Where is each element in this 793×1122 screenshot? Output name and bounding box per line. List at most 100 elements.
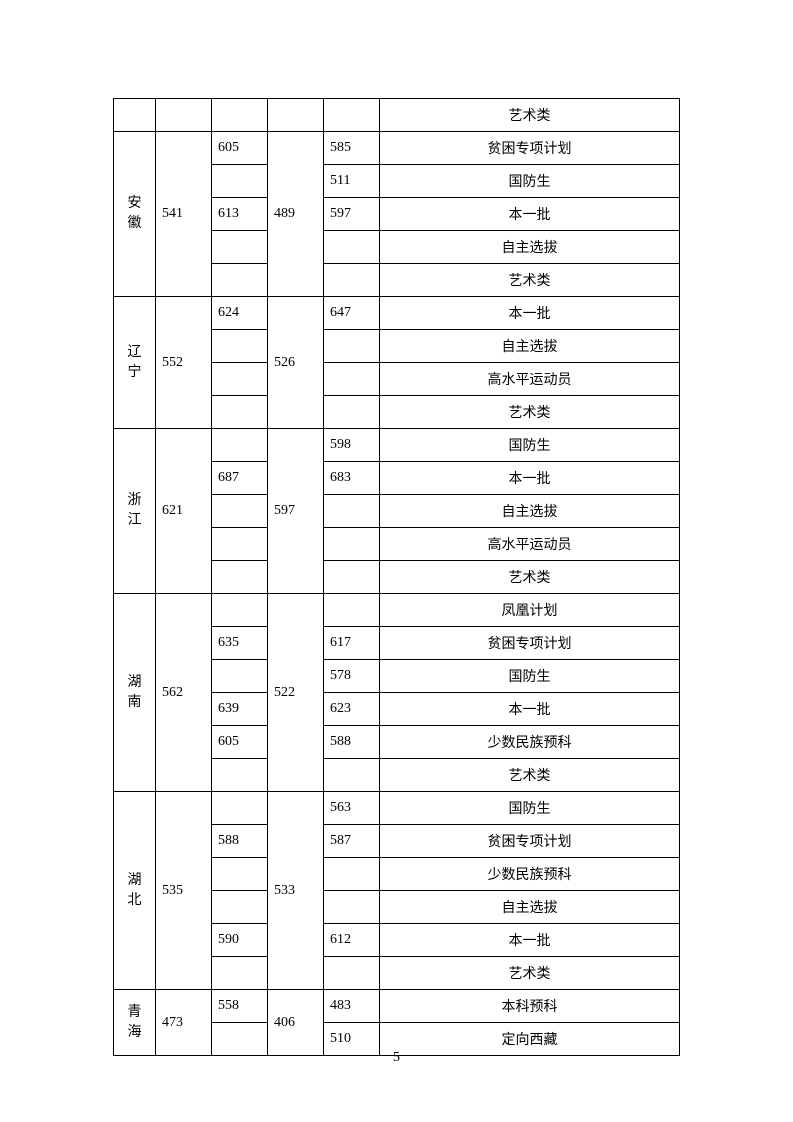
score-cell [212,792,268,825]
category-cell: 本一批 [380,297,680,330]
score-cell [324,330,380,363]
score-cell: 647 [324,297,380,330]
score-cell: 597 [324,198,380,231]
score-cell [212,231,268,264]
score-cell [212,891,268,924]
score-cell [212,264,268,297]
score-cell: 687 [212,462,268,495]
table-row: 辽宁552624526647本一批 [114,297,680,330]
score-cell: 541 [156,132,212,297]
score-cell [324,363,380,396]
score-cell [324,957,380,990]
score-cell: 624 [212,297,268,330]
table-row: 湖北535533563国防生 [114,792,680,825]
category-cell: 艺术类 [380,264,680,297]
score-cell: 597 [268,429,324,594]
category-cell: 艺术类 [380,396,680,429]
score-cell [212,165,268,198]
category-cell: 凤凰计划 [380,594,680,627]
score-cell: 406 [268,990,324,1056]
score-cell: 552 [156,297,212,429]
score-cell [324,231,380,264]
score-cell: 489 [268,132,324,297]
score-cell [268,99,324,132]
score-cell: 533 [268,792,324,990]
category-cell: 本一批 [380,693,680,726]
category-cell: 本一批 [380,924,680,957]
score-cell: 526 [268,297,324,429]
score-cell: 562 [156,594,212,792]
score-cell: 578 [324,660,380,693]
category-cell: 国防生 [380,660,680,693]
category-cell: 艺术类 [380,561,680,594]
page-number: 5 [0,1050,793,1066]
score-cell [212,99,268,132]
score-cell: 588 [212,825,268,858]
score-cell [212,330,268,363]
table-row: 青海473558406483本科预科 [114,990,680,1023]
score-cell: 558 [212,990,268,1023]
score-cell: 613 [212,198,268,231]
table-row: 艺术类 [114,99,680,132]
score-cell [212,429,268,462]
score-cell: 535 [156,792,212,990]
province-cell: 浙江 [114,429,156,594]
score-cell: 635 [212,627,268,660]
score-cell [212,594,268,627]
category-cell: 高水平运动员 [380,528,680,561]
score-cell [324,99,380,132]
score-cell [212,561,268,594]
score-cell [324,858,380,891]
category-cell: 自主选拔 [380,231,680,264]
score-cell [212,363,268,396]
score-cell: 511 [324,165,380,198]
category-cell: 国防生 [380,429,680,462]
table-row: 安徽541605489585贫困专项计划 [114,132,680,165]
score-cell: 621 [156,429,212,594]
score-cell: 522 [268,594,324,792]
admission-score-table: 艺术类安徽541605489585贫困专项计划511国防生613597本一批自主… [113,98,680,1056]
category-cell: 贫困专项计划 [380,825,680,858]
category-cell: 艺术类 [380,99,680,132]
category-cell: 艺术类 [380,759,680,792]
score-cell [324,495,380,528]
score-cell [324,594,380,627]
category-cell: 国防生 [380,792,680,825]
province-cell: 青海 [114,990,156,1056]
category-cell: 本一批 [380,462,680,495]
score-cell: 623 [324,693,380,726]
category-cell: 本科预科 [380,990,680,1023]
score-cell: 683 [324,462,380,495]
score-cell: 587 [324,825,380,858]
score-cell: 605 [212,132,268,165]
category-cell: 贫困专项计划 [380,627,680,660]
score-cell: 639 [212,693,268,726]
score-cell: 483 [324,990,380,1023]
score-cell: 563 [324,792,380,825]
category-cell: 少数民族预科 [380,858,680,891]
score-cell [324,759,380,792]
score-cell [324,396,380,429]
score-cell [212,495,268,528]
score-cell [212,396,268,429]
score-cell: 617 [324,627,380,660]
province-cell: 安徽 [114,132,156,297]
category-cell: 本一批 [380,198,680,231]
score-cell [156,99,212,132]
score-cell: 598 [324,429,380,462]
score-cell: 605 [212,726,268,759]
score-cell: 590 [212,924,268,957]
table-row: 湖南562522凤凰计划 [114,594,680,627]
category-cell: 高水平运动员 [380,363,680,396]
province-cell: 湖北 [114,792,156,990]
category-cell: 少数民族预科 [380,726,680,759]
province-cell [114,99,156,132]
category-cell: 艺术类 [380,957,680,990]
category-cell: 自主选拔 [380,495,680,528]
score-cell [212,759,268,792]
score-cell: 588 [324,726,380,759]
score-cell [212,858,268,891]
score-cell [324,891,380,924]
province-cell: 辽宁 [114,297,156,429]
score-cell: 585 [324,132,380,165]
